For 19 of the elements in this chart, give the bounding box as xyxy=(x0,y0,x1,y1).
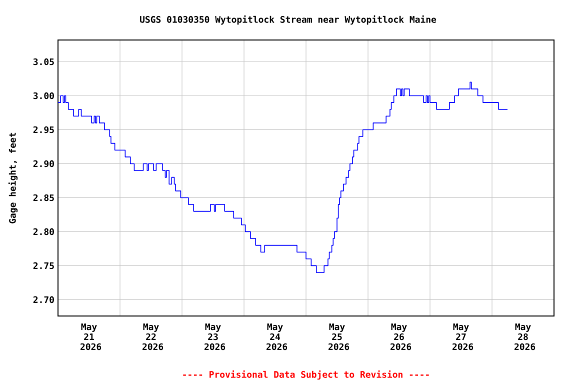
y-tick-label: 2.95 xyxy=(33,126,54,134)
y-tick-label: 3.05 xyxy=(33,58,54,66)
x-tick-label: May 25 2026 xyxy=(328,324,350,350)
x-tick-label: May 24 2026 xyxy=(266,324,288,350)
y-tick-label: 2.80 xyxy=(33,228,54,236)
x-tick-label: May 21 2026 xyxy=(80,324,102,350)
y-tick-label: 2.75 xyxy=(33,262,54,270)
text: ---- Provisional Data Subject to Revision ---- xyxy=(183,370,429,380)
y-tick-label: 2.90 xyxy=(33,160,54,168)
x-tick-label: May 23 2026 xyxy=(204,324,226,350)
y-tick-label: 2.70 xyxy=(33,296,54,304)
x-tick-label: May 22 2026 xyxy=(142,324,164,350)
x-tick-label: May 28 2026 xyxy=(514,324,536,350)
x-tick-label: May 26 2026 xyxy=(390,324,412,350)
x-tick-label: May 27 2026 xyxy=(452,324,474,350)
y-tick-label: 3.00 xyxy=(33,92,54,100)
y-axis-title: Gage height, feet xyxy=(8,132,18,224)
y-tick-label: 2.85 xyxy=(33,194,54,202)
chart-title: USGS 01030350 Wytopitlock Stream near Wytopitlock Maine xyxy=(140,15,436,25)
